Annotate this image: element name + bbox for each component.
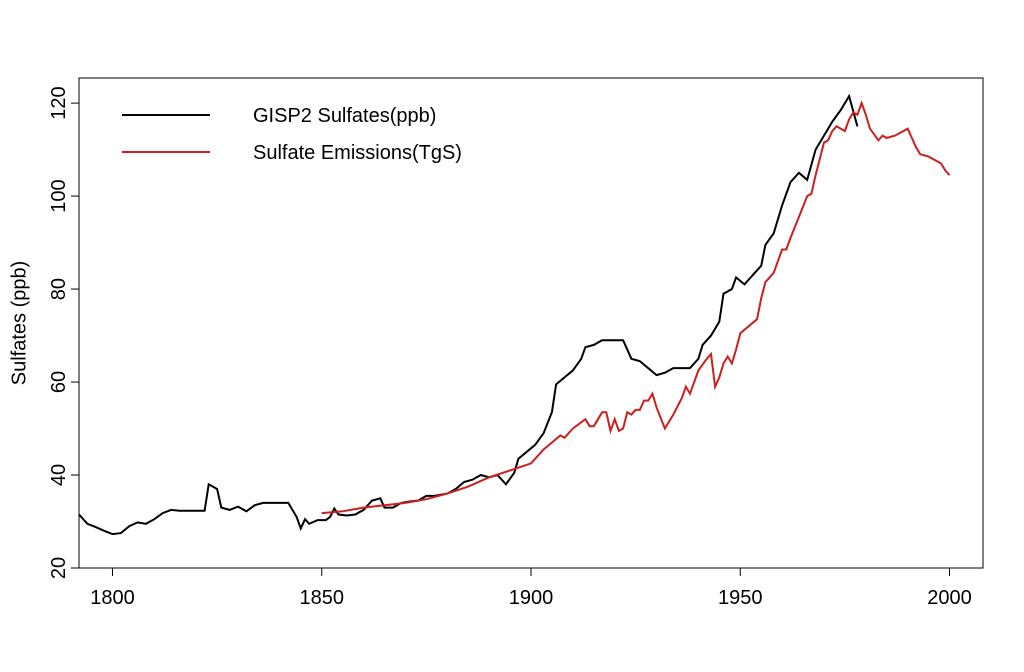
data-line (321, 100, 951, 515)
y-tick-label: 40 (48, 464, 70, 486)
x-tick-label: 1950 (718, 587, 763, 609)
y-tick-label: 80 (48, 278, 70, 300)
legend-label: GISP2 Sulfates(ppb) (253, 105, 436, 127)
legend-label: Sulfate Emissions(TgS) (253, 142, 462, 164)
x-tick-label: 1850 (299, 587, 344, 609)
plot-frame (78, 77, 984, 569)
x-tick-label: 2000 (927, 587, 972, 609)
y-tick-label: 100 (48, 179, 70, 212)
data-line (78, 93, 859, 536)
y-tick-label: 60 (48, 371, 70, 393)
x-tick-label: 1800 (90, 587, 135, 609)
y-tick-label: 120 (48, 86, 70, 119)
x-tick-label: 1900 (509, 587, 554, 609)
y-axis-label: Sulfates (ppb) (8, 261, 30, 386)
y-tick-label: 20 (48, 557, 70, 579)
